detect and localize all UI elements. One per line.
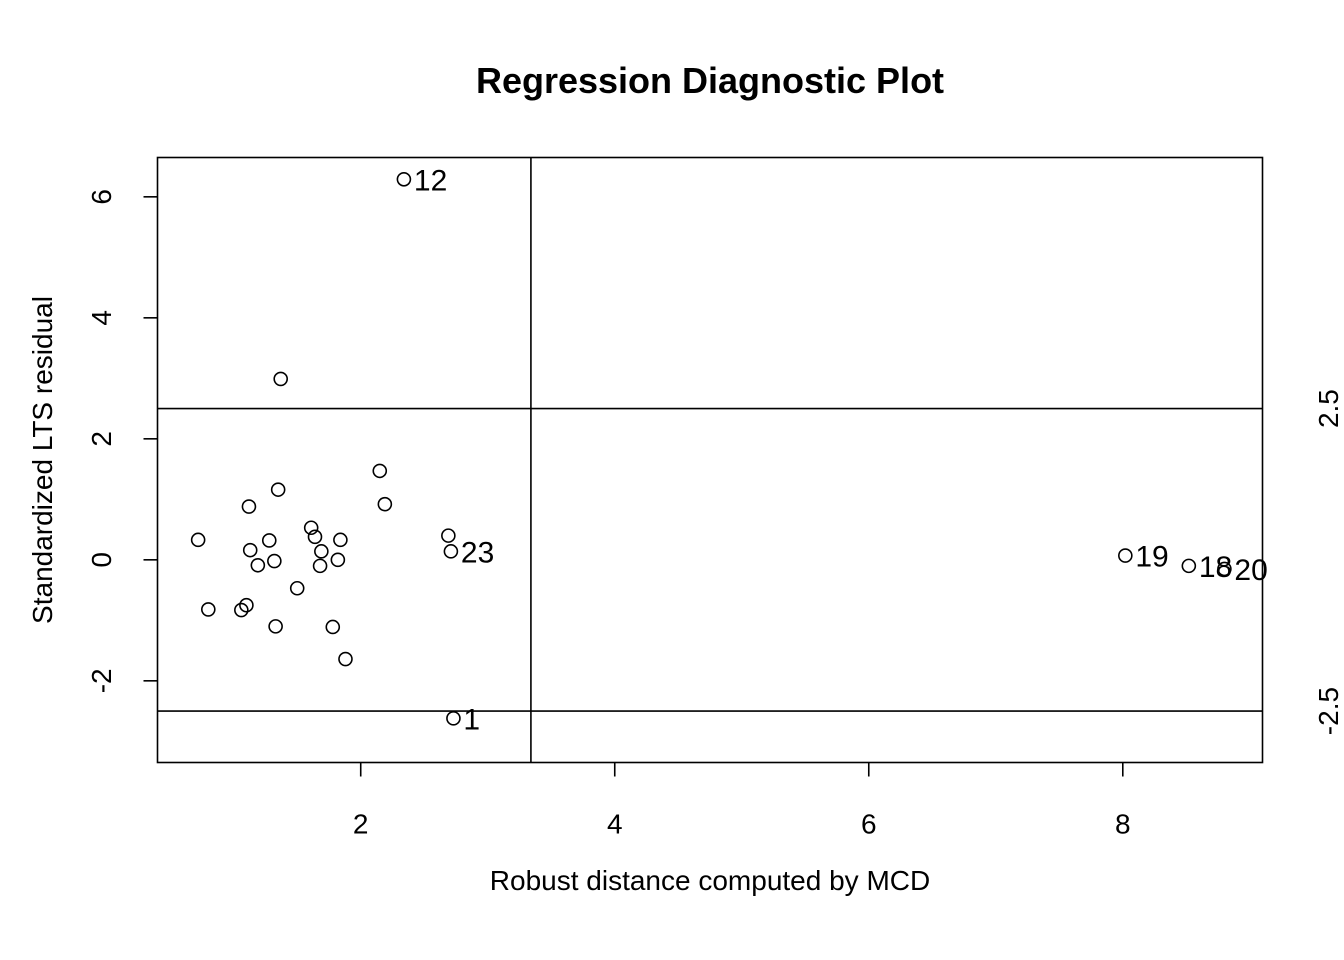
data-point [190,532,206,548]
data-point [1181,558,1197,574]
cutoff-label: 2.5 [1313,389,1344,428]
data-point [303,520,319,536]
y-tick-label: 6 [86,189,117,205]
y-tick-label: 2 [86,431,117,447]
data-point [1118,548,1133,563]
data-point [239,597,254,613]
data-points: 12 23 1 19 18 20 [190,164,1268,736]
cutoff-label: -2.5 [1313,687,1344,735]
x-tick-label: 8 [1115,809,1131,840]
chart-title: Regression Diagnostic Plot [476,60,944,101]
point-label: 19 [1135,541,1168,574]
data-point [250,557,266,573]
data-point [314,544,329,559]
x-tick-label: 2 [353,809,369,840]
point-label: 12 [414,164,447,197]
data-point [241,499,257,514]
x-axis-label: Robust distance computed by MCD [490,865,930,896]
y-axis-label: Standardized LTS residual [27,296,58,624]
data-point [201,602,216,617]
plot-area-frame [156,156,1264,764]
data-point [261,533,277,548]
y-tick-label: 4 [86,310,117,326]
data-point [234,602,249,618]
point-label: 23 [461,536,494,569]
data-point [372,463,388,479]
data-point [338,651,353,667]
y-tick-label: -2 [86,668,117,693]
data-point [270,482,286,497]
y-axis: -2 0 2 4 6 [86,189,158,693]
data-point [446,711,461,726]
data-point [312,558,328,574]
point-label: 20 [1234,554,1267,587]
data-point [242,542,258,558]
x-tick-label: 6 [861,809,877,840]
data-point [267,553,282,569]
data-point [396,171,412,187]
data-point [268,619,283,634]
data-point [333,532,348,548]
data-point [443,544,459,559]
y-tick-label: 0 [86,552,117,568]
point-label: 18 [1199,551,1232,584]
x-tick-label: 4 [607,809,623,840]
x-axis: 2 4 6 8 [353,762,1131,840]
cutoff-lines: 2.5 -2.5 [157,157,1344,763]
data-point [273,371,289,387]
data-point [1217,561,1232,577]
point-label: 1 [463,703,480,736]
data-point [325,619,341,635]
data-point [441,528,456,543]
data-point [289,580,305,596]
data-point [307,529,323,545]
data-point [377,496,393,512]
data-point [330,552,346,568]
